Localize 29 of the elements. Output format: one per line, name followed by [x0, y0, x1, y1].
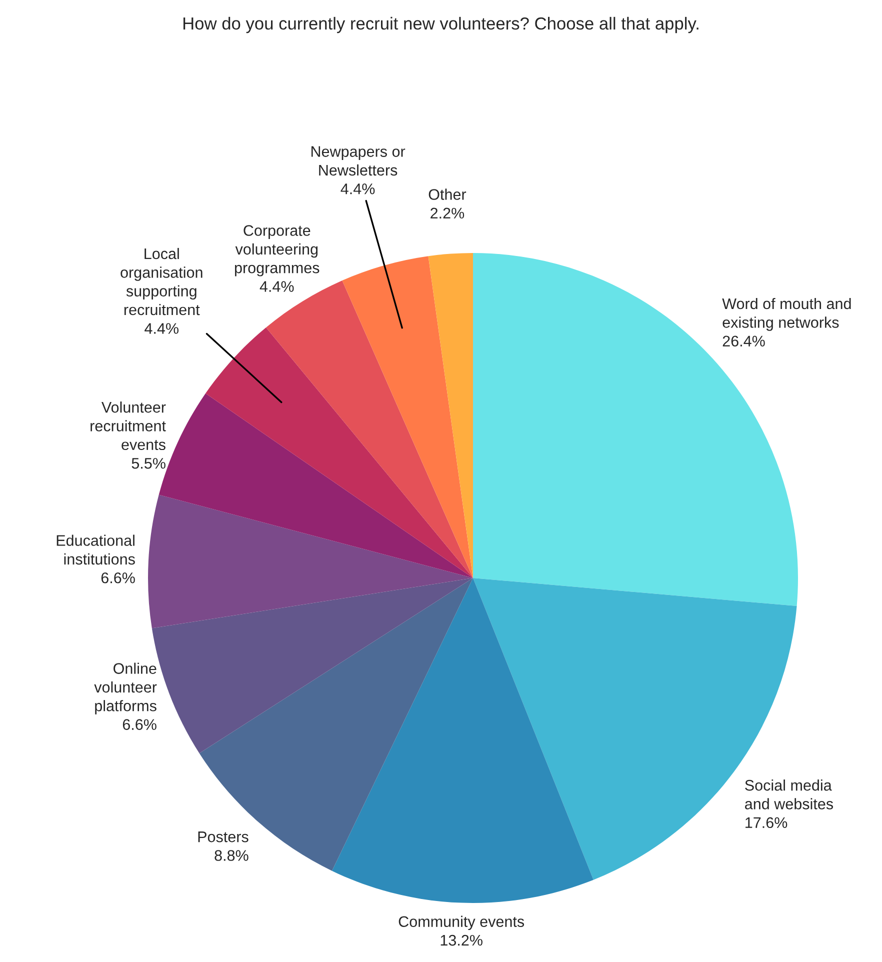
pie-slice [332, 578, 594, 903]
data-label: 13.2% [440, 934, 482, 946]
data-label: 2.2% [430, 208, 464, 219]
slice-label: Volunteer recruitment events [90, 402, 166, 450]
slice-label: Other [428, 188, 466, 200]
pie-slice [148, 494, 473, 628]
data-label: 6.6% [101, 572, 135, 584]
data-label: 6.6% [122, 719, 156, 730]
data-label: 4.4% [144, 323, 179, 334]
slice-label: Posters [198, 832, 248, 842]
slice-label: Community events [398, 916, 524, 930]
pie-slice [342, 256, 473, 578]
data-label: 4.4% [340, 184, 375, 194]
slice-label: Corporate volunteering programmes [235, 225, 320, 276]
pie-slice [428, 253, 473, 578]
data-label: 5.5% [132, 458, 166, 469]
slice-label: Newpapers or Newsletters [311, 146, 406, 176]
pie-slice [206, 327, 473, 578]
slice-label: Educational institutions [56, 534, 135, 565]
data-label: 8.8% [214, 850, 248, 861]
data-label: 17.6% [746, 817, 788, 828]
data-label: 4.4% [260, 281, 294, 292]
slice-label: Online volunteer platforms [94, 662, 157, 714]
pie-slice [199, 578, 473, 871]
slice-label: Local organisation supporting recruitment [120, 248, 202, 316]
slice-label: Social media and websites [745, 779, 833, 810]
data-label: 26.4% [722, 336, 765, 347]
slice-label: Word of mouth and existing networks [722, 298, 851, 331]
chart-title: How do you currently recruit new volunteers? Choose all that apply. [183, 16, 698, 34]
